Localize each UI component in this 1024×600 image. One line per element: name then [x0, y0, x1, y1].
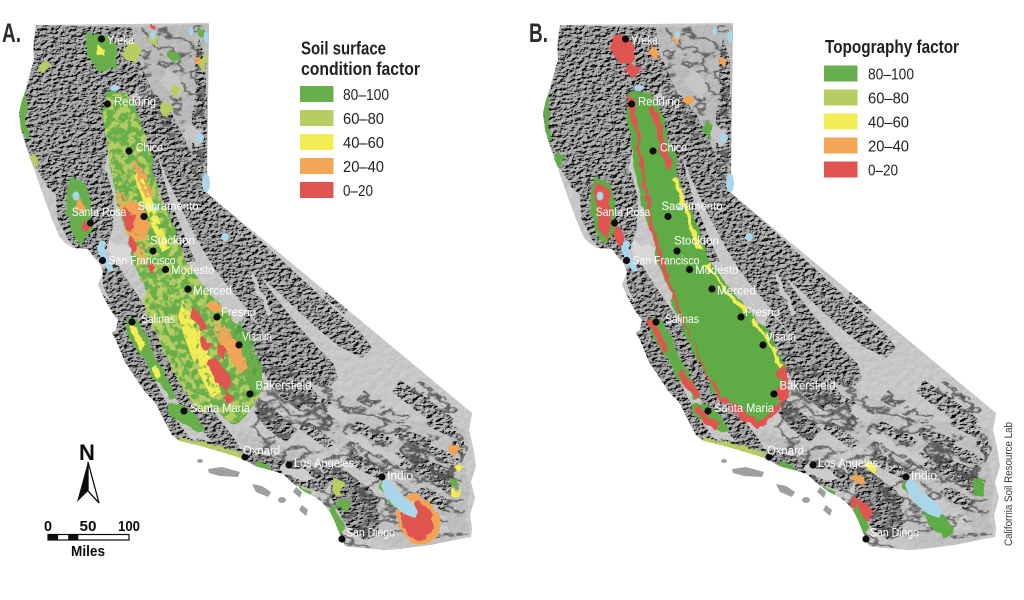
svg-text:Stockton: Stockton	[150, 234, 195, 248]
svg-text:Topography factor: Topography factor	[825, 37, 959, 57]
svg-text:100: 100	[118, 518, 140, 535]
svg-text:Chico: Chico	[136, 141, 163, 155]
svg-text:Oxnard: Oxnard	[243, 444, 280, 458]
svg-text:Bakersfield: Bakersfield	[780, 379, 836, 393]
svg-text:Bakersfield: Bakersfield	[256, 379, 312, 393]
svg-text:Fresno: Fresno	[221, 305, 256, 319]
svg-text:Yreka: Yreka	[107, 33, 134, 47]
svg-text:Fresno: Fresno	[745, 305, 780, 319]
svg-text:Sacramento: Sacramento	[138, 199, 199, 213]
svg-text:80–100: 80–100	[868, 67, 914, 84]
svg-text:Indio: Indio	[911, 469, 937, 483]
svg-text:San Diego: San Diego	[870, 526, 919, 540]
svg-text:20–40: 20–40	[868, 139, 909, 156]
svg-text:Sacramento: Sacramento	[662, 199, 723, 213]
svg-text:San Francisco: San Francisco	[109, 254, 176, 268]
svg-text:40–60: 40–60	[343, 135, 384, 152]
svg-text:San Diego: San Diego	[346, 526, 395, 540]
svg-text:60–80: 60–80	[343, 111, 384, 128]
svg-text:B.: B.	[529, 18, 548, 48]
svg-text:Oxnard: Oxnard	[767, 444, 804, 458]
svg-text:condition factor: condition factor	[301, 59, 420, 79]
svg-text:Indio: Indio	[387, 469, 413, 483]
svg-text:Santa Maria: Santa Maria	[714, 401, 774, 415]
svg-text:Redding: Redding	[114, 94, 156, 108]
svg-text:Santa Rosa: Santa Rosa	[72, 205, 127, 219]
svg-text:Visalia: Visalia	[242, 330, 272, 344]
svg-text:80–100: 80–100	[343, 87, 389, 104]
svg-text:Modesto: Modesto	[695, 263, 738, 277]
svg-text:Salinas: Salinas	[665, 312, 699, 326]
svg-text:Modesto: Modesto	[171, 263, 214, 277]
svg-text:N: N	[79, 440, 95, 465]
svg-text:Visalia: Visalia	[766, 330, 796, 344]
svg-text:Chico: Chico	[660, 141, 687, 155]
svg-text:Soil surface: Soil surface	[301, 39, 386, 59]
svg-text:Merced: Merced	[717, 284, 756, 298]
svg-text:San Francisco: San Francisco	[633, 254, 700, 268]
svg-text:0: 0	[44, 518, 52, 535]
svg-text:Redding: Redding	[638, 94, 680, 108]
svg-text:0–20: 0–20	[343, 183, 373, 200]
svg-text:0–20: 0–20	[868, 163, 898, 180]
svg-text:Los Angeles: Los Angeles	[818, 456, 878, 470]
svg-text:60–80: 60–80	[868, 91, 909, 108]
svg-text:20–40: 20–40	[343, 159, 384, 176]
svg-text:California Soil Resource Lab: California Soil Resource Lab	[1003, 422, 1015, 546]
svg-text:Los Angeles: Los Angeles	[294, 456, 354, 470]
svg-text:Santa Rosa: Santa Rosa	[596, 205, 651, 219]
svg-text:Merced: Merced	[193, 284, 232, 298]
svg-text:40–60: 40–60	[868, 115, 909, 132]
svg-text:Yreka: Yreka	[631, 33, 658, 47]
svg-text:Stockton: Stockton	[674, 234, 719, 248]
svg-text:50: 50	[80, 518, 97, 535]
svg-text:A.: A.	[2, 18, 21, 48]
svg-text:Miles: Miles	[71, 543, 105, 560]
svg-text:Salinas: Salinas	[141, 312, 175, 326]
svg-text:Santa Maria: Santa Maria	[190, 401, 250, 415]
